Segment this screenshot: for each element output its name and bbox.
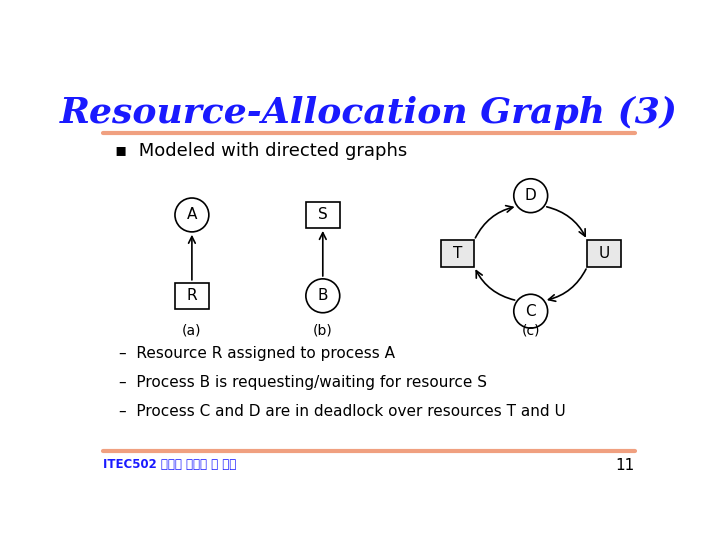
Text: ▪  Modeled with directed graphs: ▪ Modeled with directed graphs [115, 142, 407, 160]
Bar [175, 283, 209, 309]
Text: B: B [318, 288, 328, 303]
Text: S: S [318, 207, 328, 222]
Circle shape [306, 279, 340, 313]
Text: C: C [526, 303, 536, 319]
Text: A: A [186, 207, 197, 222]
Text: –  Resource R assigned to process A: – Resource R assigned to process A [119, 346, 395, 361]
Bar [441, 240, 474, 267]
Text: –  Process B is requesting/waiting for resource S: – Process B is requesting/waiting for re… [119, 375, 487, 390]
Bar [306, 202, 340, 228]
Text: T: T [453, 246, 462, 261]
Text: Resource-Allocation Graph (3): Resource-Allocation Graph (3) [60, 96, 678, 130]
Circle shape [514, 294, 548, 328]
Text: (a): (a) [182, 323, 202, 338]
Text: D: D [525, 188, 536, 203]
Text: R: R [186, 288, 197, 303]
Text: –  Process C and D are in deadlock over resources T and U: – Process C and D are in deadlock over r… [119, 404, 565, 420]
Circle shape [175, 198, 209, 232]
Text: U: U [598, 246, 609, 261]
Text: (b): (b) [313, 323, 333, 338]
Text: (c): (c) [521, 323, 540, 338]
Bar [587, 240, 621, 267]
Circle shape [514, 179, 548, 213]
Text: 11: 11 [616, 457, 634, 472]
Text: ITEC502 컴퓨터 시스템 및 실습: ITEC502 컴퓨터 시스템 및 실습 [104, 457, 237, 470]
